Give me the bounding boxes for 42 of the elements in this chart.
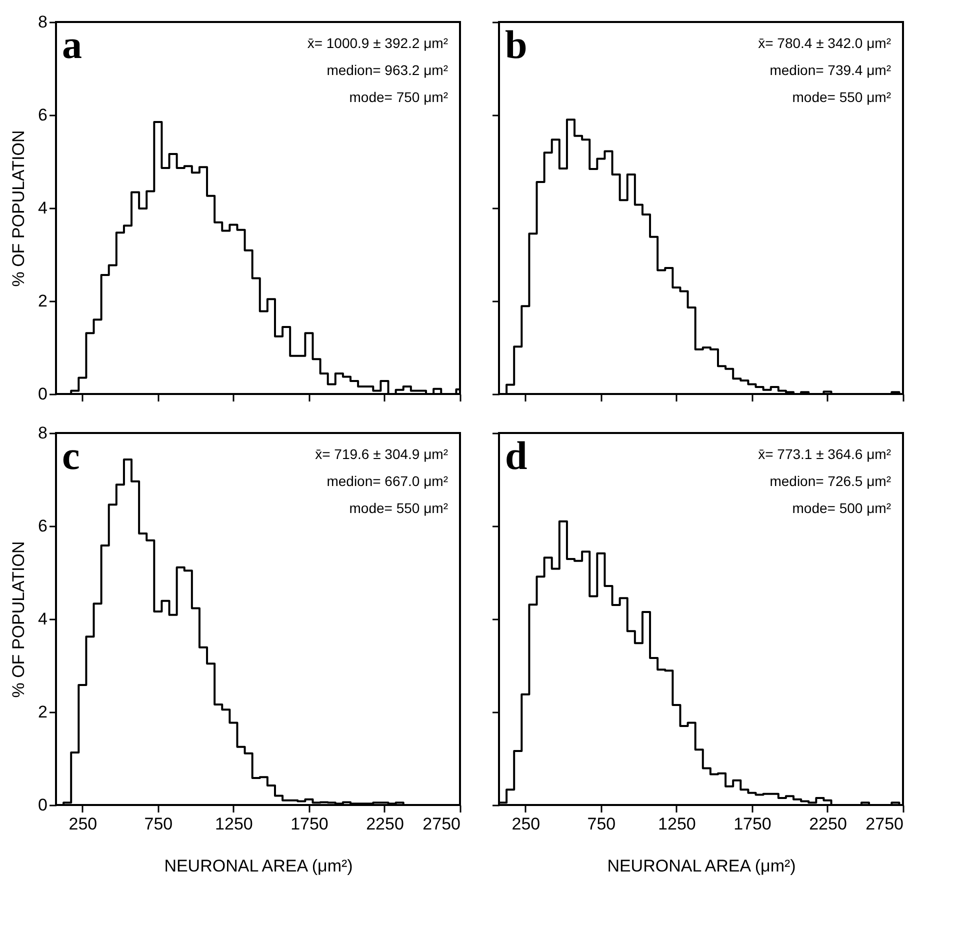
x-tick-label: 2750: [866, 814, 904, 834]
x-tick-label: 1750: [290, 814, 328, 834]
y-tick-label: 2: [38, 292, 48, 310]
x-tick-label: 2250: [366, 814, 404, 834]
annotation: mode= 750 μm²: [349, 89, 448, 105]
annotation: x̄= 780.4 ± 342.0 μm²: [758, 35, 892, 51]
x-tick-label: 1250: [215, 814, 253, 834]
x-tick-label: 2250: [809, 814, 847, 834]
y-axis-title: % OF POPULATION: [9, 130, 28, 287]
y-tick-label: 6: [38, 516, 48, 536]
x-tick-label: 250: [68, 814, 98, 834]
y-tick-label: 4: [38, 610, 48, 628]
annotation: x̄= 773.1 ± 364.6 μm²: [758, 446, 892, 462]
annotation: medion= 739.4 μm²: [770, 62, 892, 78]
annotation: medion= 726.5 μm²: [770, 473, 892, 489]
x-tick-label: 1750: [734, 814, 772, 834]
x-tick-label: 750: [144, 814, 173, 834]
annotation: mode= 500 μm²: [792, 500, 892, 516]
chart-title: c: [62, 433, 80, 478]
y-tick-label: 0: [38, 384, 48, 404]
annotation: medion= 963.2 μm²: [326, 62, 448, 78]
x-tick-label: 250: [512, 814, 540, 834]
annotation: medion= 667.0 μm²: [326, 473, 448, 489]
y-tick-label: 4: [38, 198, 48, 218]
x-tick-label: 1250: [658, 814, 696, 834]
x-tick-label: 2750: [422, 814, 460, 834]
y-tick-label: 2: [38, 702, 48, 722]
y-tick-label: 6: [38, 106, 48, 124]
annotation: mode= 550 μm²: [349, 500, 448, 516]
y-tick-label: 8: [38, 12, 48, 32]
annotation: x̄= 1000.9 ± 392.2 μm²: [307, 35, 448, 51]
annotation: mode= 550 μm²: [792, 89, 892, 105]
annotation: x̄= 719.6 ± 304.9 μm²: [315, 446, 448, 462]
chart-title: b: [505, 22, 528, 67]
x-axis-title: NEURONAL AREA (μm²): [607, 856, 796, 876]
chart-title: a: [62, 22, 82, 67]
x-tick-label: 750: [587, 814, 616, 834]
chart-title: d: [505, 433, 528, 478]
y-axis-title: % OF POPULATION: [9, 541, 28, 698]
y-tick-label: 0: [38, 796, 48, 814]
y-tick-label: 8: [38, 424, 48, 442]
x-axis-title: NEURONAL AREA (μm²): [164, 856, 353, 876]
